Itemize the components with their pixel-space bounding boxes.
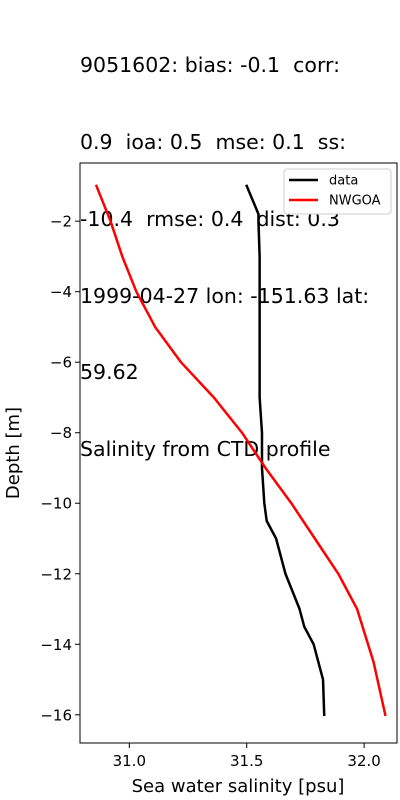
legend-label-nwgoa: NWGOA	[329, 194, 381, 209]
y-tick-label: −8	[50, 424, 72, 442]
title-line: Salinity from CTD profile	[80, 437, 331, 462]
chart-title: 9051602: bias: -0.1 corr: 0.9 ioa: 0.5 m…	[80, 2, 398, 488]
y-tick-label: −14	[40, 636, 72, 654]
y-tick-label: −10	[40, 495, 72, 513]
title-line: 59.62	[80, 360, 139, 385]
x-tick-label: 31.0	[113, 752, 146, 770]
x-axis: 31.0 31.5 32.0	[113, 743, 381, 770]
y-tick-label: −6	[50, 354, 72, 372]
series-line-data	[245, 184, 326, 717]
x-tick-label: 31.5	[230, 752, 263, 770]
series-line-nwgoa	[94, 184, 387, 717]
y-axis: −2 −4 −6 −8 −10 −12 −14 −16	[40, 213, 80, 724]
y-tick-label: −12	[40, 565, 72, 583]
y-tick-label: −16	[40, 706, 72, 724]
series-layer	[94, 184, 387, 717]
y-axis-label: Depth [m]	[3, 407, 24, 499]
legend: data NWGOA	[283, 168, 392, 215]
plot-frame	[79, 162, 398, 744]
y-tick-label: −2	[50, 213, 72, 231]
y-tick-label: −4	[50, 283, 72, 301]
x-axis-label: Sea water salinity [psu]	[132, 776, 345, 797]
x-tick-label: 32.0	[347, 752, 380, 770]
title-line: 9051602: bias: -0.1 corr:	[80, 53, 340, 78]
legend-label-data: data	[329, 174, 358, 189]
title-line: 0.9 ioa: 0.5 mse: 0.1 ss:	[80, 129, 347, 154]
